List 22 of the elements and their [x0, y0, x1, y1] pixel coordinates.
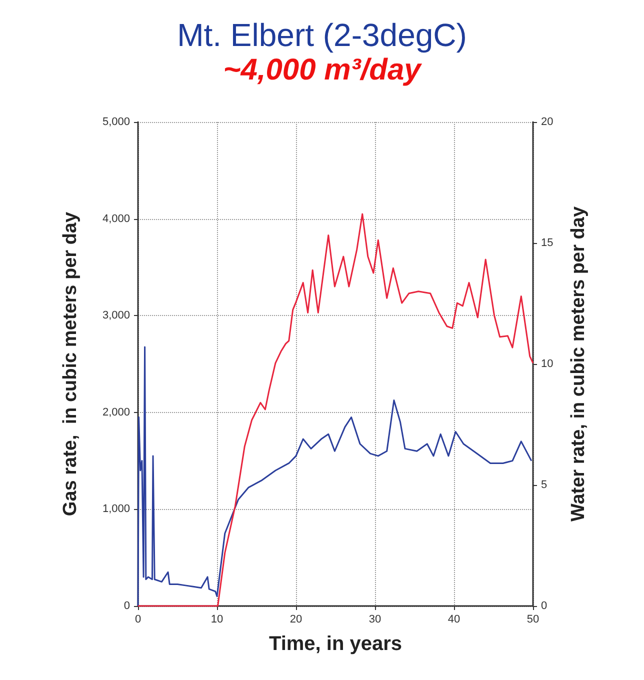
- y-tick-label: 0: [124, 600, 130, 612]
- x-axis-title: Time, in years: [268, 633, 402, 655]
- chart-title: Mt. Elbert (2-3degC): [177, 17, 467, 53]
- y2-tick-label: 20: [541, 116, 554, 128]
- x-tick-label: 0: [134, 614, 142, 626]
- y-tick-label: 2,000: [102, 406, 130, 418]
- x-tick-label: 20: [290, 614, 302, 626]
- y2-tick-label: 15: [541, 237, 554, 249]
- y2-axis-title: Water rate, in cubic meters per day: [568, 206, 589, 522]
- x-tick-label: 40: [448, 614, 460, 626]
- y-tick-label: 1,000: [102, 503, 130, 516]
- x-tick-label: 10: [210, 614, 224, 626]
- x-tick-label: 30: [368, 614, 382, 626]
- x-tick-label: 50: [526, 614, 540, 626]
- y-axis-title: Gas rate, in cubic meters per day: [60, 212, 81, 516]
- y-tick-label: 5,000: [102, 116, 130, 128]
- y2-tick-label: 0: [541, 600, 548, 612]
- chart-subtitle: ~4,000 m³/day: [223, 54, 422, 86]
- y2-tick-label: 10: [541, 358, 554, 370]
- y-tick-label: 3,000: [102, 310, 130, 322]
- y2-tick-label: 5: [541, 479, 548, 491]
- y-tick-label: 4,000: [102, 212, 130, 225]
